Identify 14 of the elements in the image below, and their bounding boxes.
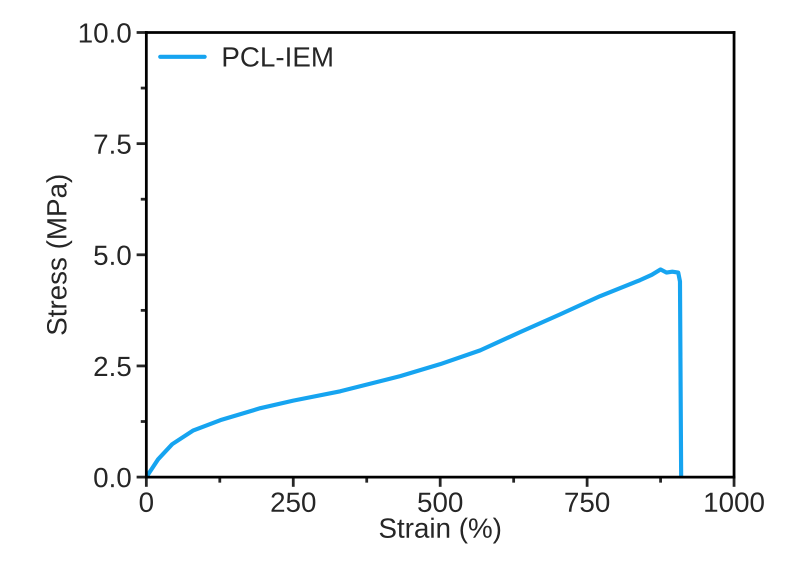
y-tick-label: 5.0 [94, 245, 131, 266]
legend-label: PCL-IEM [224, 47, 332, 67]
x-axis-title: Strain (%) [380, 518, 500, 544]
x-tick-label: 1000 [705, 492, 764, 512]
x-tick-label: 500 [418, 492, 462, 512]
x-tick-label: 250 [271, 492, 316, 512]
line-series [146, 267, 684, 478]
y-tick-label: 0.0 [94, 468, 131, 488]
x-tick-label: 750 [565, 492, 610, 512]
y-axis-title: Stress (MPa) [46, 175, 72, 335]
y-tick-label: 2.5 [94, 356, 131, 376]
x-tick-label: 0 [140, 492, 153, 512]
y-tick-label: 10.0 [80, 23, 131, 43]
y-tick-label: 7.5 [94, 134, 131, 154]
